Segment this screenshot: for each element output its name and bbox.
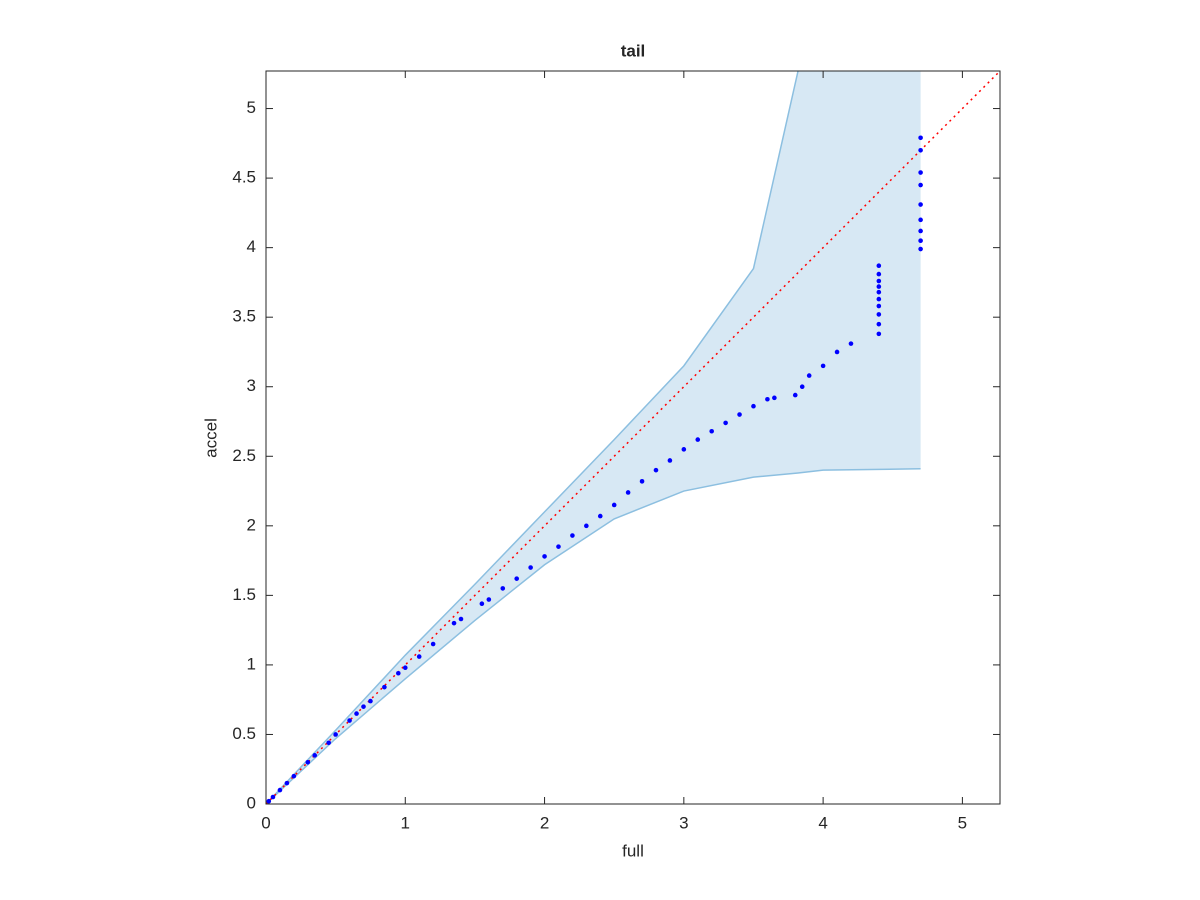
data-point — [556, 544, 561, 549]
data-point — [500, 586, 506, 591]
data-point — [542, 554, 547, 559]
data-point — [737, 412, 742, 417]
data-point — [305, 759, 311, 765]
data-point — [876, 296, 882, 302]
data-point — [514, 576, 520, 581]
y-tick-label: 4.5 — [232, 168, 256, 187]
data-point — [416, 654, 422, 659]
data-point — [597, 513, 603, 519]
data-point — [876, 278, 882, 284]
band-upper-edge — [266, 71, 799, 804]
data-point — [709, 428, 714, 434]
reference-line — [266, 71, 1000, 804]
data-point — [291, 773, 297, 779]
data-point — [876, 271, 882, 277]
y-tick-label: 2 — [247, 515, 256, 534]
data-point — [876, 263, 882, 269]
data-point — [277, 787, 283, 793]
x-tick-label: 2 — [540, 813, 549, 832]
x-tick-label: 1 — [401, 813, 410, 832]
data-point — [876, 331, 882, 337]
band-lower-edge — [266, 468, 921, 804]
data-point — [918, 217, 923, 223]
x-tick-label: 3 — [679, 813, 688, 832]
y-tick-label: 2.5 — [232, 446, 256, 465]
data-point — [806, 373, 812, 378]
data-point — [639, 479, 645, 484]
data-point — [723, 420, 728, 426]
data-point — [625, 490, 631, 495]
data-point — [354, 711, 359, 716]
y-tick-label: 0.5 — [232, 724, 256, 743]
data-point — [451, 620, 457, 626]
data-point — [918, 182, 923, 188]
x-axis-label: full — [622, 841, 644, 860]
data-point — [368, 698, 373, 704]
y-axis-label: accel — [201, 418, 220, 458]
data-point — [918, 246, 923, 252]
data-point — [695, 437, 701, 442]
data-point — [667, 458, 673, 463]
data-point — [361, 704, 366, 709]
y-tick-label: 1.5 — [232, 585, 256, 604]
data-point — [528, 565, 533, 570]
data-point — [876, 321, 882, 327]
confidence-band — [266, 71, 921, 804]
data-point — [584, 523, 589, 529]
data-point — [611, 502, 617, 508]
data-point — [792, 392, 798, 398]
data-point — [382, 684, 387, 690]
data-point — [430, 641, 436, 647]
plot-area — [266, 71, 1000, 804]
data-point — [653, 467, 659, 473]
y-tick-label: 3.5 — [232, 307, 256, 326]
data-point — [918, 238, 923, 243]
data-point — [326, 740, 331, 746]
y-tick-label: 5 — [247, 98, 256, 117]
data-point — [458, 616, 464, 622]
data-point — [918, 228, 923, 234]
data-point — [402, 665, 408, 670]
data-point — [876, 303, 882, 309]
data-point — [570, 533, 575, 538]
data-point — [270, 794, 276, 800]
y-tick-label: 1 — [247, 654, 256, 673]
data-point — [772, 395, 777, 401]
data-point — [347, 718, 352, 723]
data-point — [486, 597, 492, 602]
data-point — [918, 202, 923, 207]
data-point — [312, 753, 318, 758]
data-point — [876, 312, 882, 317]
data-point — [834, 349, 840, 355]
data-point — [333, 732, 338, 737]
x-tick-label: 4 — [818, 813, 827, 832]
axes-box — [265, 70, 1001, 805]
data-point — [799, 384, 805, 390]
y-tick-label: 3 — [247, 376, 256, 395]
data-point — [751, 403, 756, 409]
data-point — [918, 147, 923, 153]
data-point — [765, 396, 770, 402]
data-point — [284, 780, 290, 786]
data-point — [820, 363, 826, 369]
chart-title: tail — [621, 41, 646, 60]
data-point — [876, 284, 882, 289]
data-point — [681, 447, 687, 452]
data-point — [918, 135, 923, 141]
data-point — [266, 798, 272, 804]
data-point — [396, 670, 401, 676]
x-tick-label: 5 — [958, 813, 967, 832]
data-point — [918, 170, 923, 175]
data-point — [848, 341, 854, 346]
x-tick-label: 0 — [261, 813, 270, 832]
data-point — [876, 289, 882, 295]
y-tick-label: 4 — [247, 237, 256, 256]
data-point — [479, 601, 485, 607]
y-tick-label: 0 — [247, 793, 256, 812]
